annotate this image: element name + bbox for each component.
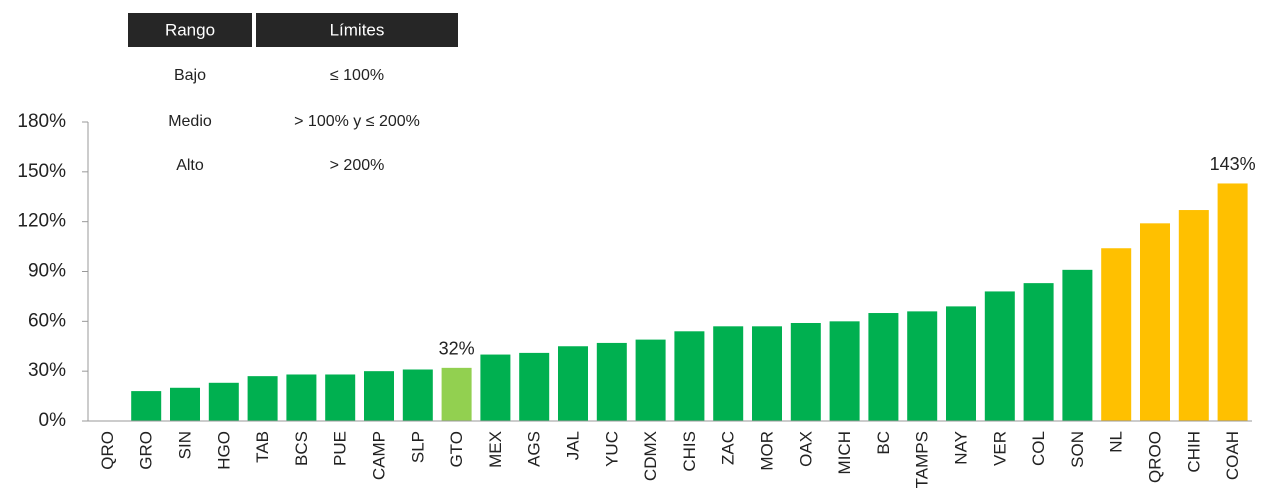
x-tick-label: ZAC	[719, 431, 738, 465]
bar	[1217, 183, 1248, 421]
x-tick-label: QROO	[1146, 431, 1165, 483]
x-tick-label: CDMX	[641, 431, 660, 481]
bar	[1023, 283, 1054, 421]
bar	[402, 369, 433, 421]
x-tick-label: NL	[1107, 431, 1126, 453]
y-tick-label: 60%	[28, 310, 66, 331]
x-tick-label: SLP	[408, 431, 427, 463]
table-header-cell	[256, 13, 458, 47]
bar	[946, 306, 976, 421]
bar	[519, 352, 550, 421]
bar	[364, 371, 394, 421]
x-tick-label: COL	[1029, 431, 1048, 466]
x-tick-label: HGO	[214, 431, 233, 470]
bar	[790, 322, 821, 421]
table-cell: ≤ 100%	[330, 67, 384, 84]
y-tick-label: 120%	[17, 211, 66, 232]
table-cell: > 100% y ≤ 200%	[294, 113, 420, 130]
value-label: 143%	[1210, 154, 1256, 174]
bar	[635, 339, 666, 421]
x-tick-label: TAB	[253, 431, 272, 463]
x-tick-label: MICH	[835, 431, 854, 474]
x-tick-label: MOR	[758, 431, 777, 471]
bar	[441, 367, 472, 421]
bar	[131, 391, 162, 421]
bar	[247, 376, 278, 421]
x-tick-label: BCS	[292, 431, 311, 466]
bar	[713, 326, 744, 421]
table-header: Límites	[330, 20, 385, 39]
table-header-cell	[128, 13, 252, 47]
bar	[170, 387, 200, 421]
bar	[907, 311, 938, 421]
bar	[480, 354, 511, 421]
x-tick-label: CAMP	[370, 431, 389, 480]
bar	[325, 374, 356, 421]
bar	[752, 326, 782, 421]
x-tick-label: CHIS	[680, 431, 699, 472]
bar	[829, 321, 860, 421]
x-tick-label: SON	[1068, 431, 1087, 468]
y-tick-label: 30%	[28, 360, 66, 381]
table-cell: > 200%	[330, 157, 385, 174]
x-tick-label: COAH	[1223, 431, 1242, 480]
bar	[868, 313, 899, 421]
x-tick-label: OAX	[796, 431, 815, 467]
x-tick-label: AGS	[525, 431, 544, 467]
x-tick-label: BC	[874, 431, 893, 455]
x-tick-label: YUC	[602, 431, 621, 467]
table-header: Rango	[165, 20, 215, 39]
y-tick-label: 150%	[17, 161, 66, 182]
x-tick-label: MEX	[486, 431, 505, 468]
x-tick-label: TAMPS	[913, 431, 932, 488]
x-tick-label: GTO	[447, 431, 466, 468]
bar	[596, 342, 627, 421]
bar	[208, 382, 239, 421]
bar	[286, 374, 317, 421]
bar	[674, 331, 705, 421]
bar	[1140, 223, 1170, 421]
x-tick-label: NAY	[952, 431, 971, 465]
table-cell: Medio	[168, 113, 212, 130]
y-tick-label: 0%	[39, 410, 67, 431]
x-tick-label: VER	[990, 431, 1009, 466]
x-tick-label: JAL	[564, 431, 583, 460]
bar	[1178, 210, 1209, 421]
table-cell: Bajo	[174, 67, 206, 84]
table-cell: Alto	[176, 157, 204, 174]
x-tick-label: QRO	[98, 431, 117, 470]
y-tick-label: 180%	[17, 111, 66, 132]
bar	[1101, 248, 1132, 421]
bar	[558, 346, 588, 421]
x-tick-label: SIN	[176, 431, 195, 459]
x-tick-label: CHIH	[1184, 431, 1203, 473]
bar	[984, 291, 1015, 421]
x-tick-label: GRO	[137, 431, 156, 470]
value-label: 32%	[439, 339, 475, 359]
y-tick-label: 90%	[28, 261, 66, 282]
bar	[1062, 269, 1093, 421]
x-tick-label: PUE	[331, 431, 350, 466]
